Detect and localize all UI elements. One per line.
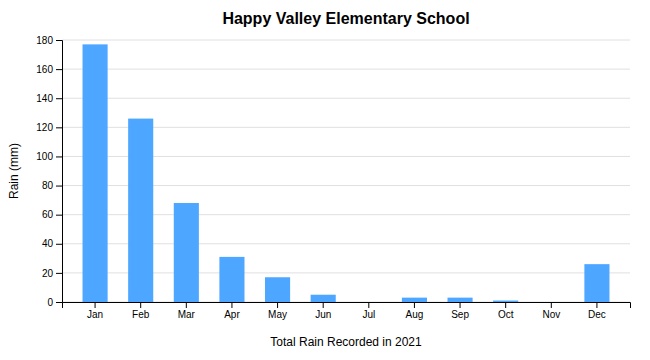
tick: 80: [42, 180, 62, 191]
x-axis: Jan Feb Mar Apr May Jun Jul Aug Sep Oct Nov Dec: [63, 302, 631, 320]
tick-label: Dec: [588, 309, 606, 320]
tick: Jan: [87, 302, 103, 320]
tick: 140: [36, 93, 62, 104]
tick-mark: [56, 244, 62, 245]
tick-mark: [186, 302, 187, 308]
tick-label: Mar: [178, 309, 196, 320]
grid: [62, 40, 630, 302]
tick: 180: [36, 35, 62, 46]
tick-mark: [56, 186, 62, 187]
tick-mark: [596, 302, 597, 308]
grid-line: [62, 69, 630, 70]
tick-mark: [56, 127, 62, 128]
tick-mark: [505, 302, 506, 308]
tick-label: 160: [36, 64, 53, 75]
bar: [448, 298, 473, 302]
tick-mark: [414, 302, 415, 308]
tick-label: 100: [36, 151, 53, 162]
bar: [584, 264, 609, 302]
tick: Apr: [224, 302, 240, 320]
tick-label: 0: [47, 297, 53, 308]
tick: 40: [42, 238, 62, 249]
axis-domain: [63, 303, 631, 309]
tick-label: May: [268, 309, 287, 320]
tick-label: 140: [36, 93, 53, 104]
bars: [83, 44, 610, 302]
tick: 100: [36, 151, 62, 162]
tick: Nov: [542, 302, 560, 320]
tick: Oct: [498, 302, 514, 320]
tick-mark: [551, 302, 552, 308]
bar: [265, 277, 290, 302]
y-axis-label: Rain (mm): [7, 143, 21, 199]
tick-label: Nov: [542, 309, 560, 320]
chart: Jan Feb Mar Apr May Jun Jul Aug Sep Oct Nov Dec 0 20 4…: [0, 0, 650, 360]
tick-label: Jun: [315, 309, 331, 320]
tick: Feb: [132, 302, 150, 320]
tick: Sep: [451, 302, 469, 320]
bar: [356, 302, 381, 303]
plot: Jan Feb Mar Apr May Jun Jul Aug Sep Oct Nov Dec 0 20 4…: [36, 35, 630, 320]
tick-mark: [56, 215, 62, 216]
tick-mark: [56, 273, 62, 274]
tick-mark: [56, 40, 62, 41]
tick: Jun: [315, 302, 331, 320]
y-axis: 0 20 40 60 80 100 120 140 160 180: [36, 35, 62, 308]
tick-mark: [231, 302, 232, 308]
tick: Mar: [178, 302, 196, 320]
bar: [83, 44, 108, 302]
tick: 20: [42, 268, 62, 279]
bar: [174, 203, 199, 302]
grid-line: [62, 40, 630, 41]
tick-mark: [56, 98, 62, 99]
tick-label: Sep: [451, 309, 469, 320]
tick-label: 80: [42, 180, 54, 191]
x-axis-label: Total Rain Recorded in 2021: [270, 335, 422, 349]
axis-domain: [56, 41, 63, 303]
tick-mark: [95, 302, 96, 308]
tick-mark: [56, 69, 62, 70]
tick: 120: [36, 122, 62, 133]
tick-label: 60: [42, 209, 54, 220]
bar: [493, 301, 518, 302]
bar: [402, 298, 427, 302]
tick-mark: [277, 302, 278, 308]
tick-mark: [56, 156, 62, 157]
tick-mark: [140, 302, 141, 308]
bar: [219, 257, 244, 302]
tick-label: 180: [36, 35, 53, 46]
tick-mark: [460, 302, 461, 308]
grid-line: [62, 98, 630, 99]
tick-label: 20: [42, 268, 54, 279]
tick: May: [268, 302, 287, 320]
tick: 160: [36, 64, 62, 75]
tick-label: Jul: [362, 309, 375, 320]
bar: [311, 295, 336, 302]
bar: [539, 302, 564, 303]
title: Happy Valley Elementary School: [222, 10, 469, 27]
tick: Dec: [588, 302, 606, 320]
bar: [128, 119, 153, 302]
tick-mark: [56, 302, 62, 303]
tick-label: Feb: [132, 309, 150, 320]
tick: 60: [42, 209, 62, 220]
tick-mark: [368, 302, 369, 308]
tick: Aug: [406, 302, 424, 320]
tick-label: Oct: [498, 309, 514, 320]
tick-label: Jan: [87, 309, 103, 320]
tick-label: 40: [42, 238, 54, 249]
tick: Jul: [362, 302, 375, 320]
tick: 0: [47, 297, 62, 308]
tick-mark: [323, 302, 324, 308]
tick-label: 120: [36, 122, 53, 133]
tick-label: Aug: [406, 309, 424, 320]
tick-label: Apr: [224, 309, 240, 320]
